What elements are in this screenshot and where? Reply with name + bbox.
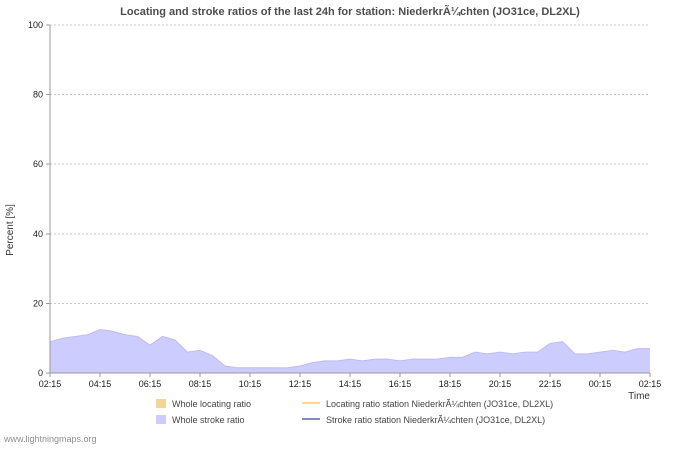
y-tick-label: 60 <box>33 159 43 169</box>
x-tick-label: 06:15 <box>139 379 162 389</box>
x-tick-label: 04:15 <box>89 379 112 389</box>
legend-label-whole-stroke-ratio: Whole stroke ratio <box>172 415 245 425</box>
x-axis-label: Time <box>628 391 650 402</box>
series <box>49 328 650 373</box>
legend-label-locating-ratio-station: Locating ratio station NiederkrÃ¼chten (… <box>326 399 553 409</box>
x-tick-label: 10:15 <box>239 379 262 389</box>
x-tick-label: 20:15 <box>489 379 512 389</box>
x-tick-label: 02:15 <box>39 379 62 389</box>
legend-label-whole-locating-ratio: Whole locating ratio <box>172 399 251 409</box>
gridlines <box>50 24 650 304</box>
x-tick-label: 02:15 <box>639 379 662 389</box>
legend-label-stroke-ratio-station: Stroke ratio station NiederkrÃ¼chten (JO… <box>326 415 545 425</box>
y-tick-label: 0 <box>38 368 43 378</box>
x-tick-label: 08:15 <box>189 379 212 389</box>
x-tick-label: 16:15 <box>389 379 412 389</box>
area-series-edge <box>49 328 650 369</box>
y-tick-label: 80 <box>33 90 43 100</box>
x-tick-label: 12:15 <box>289 379 312 389</box>
watermark-text: www.lightningmaps.org <box>3 434 97 444</box>
legend-swatch-whole-locating-ratio <box>156 399 166 408</box>
x-tick-label: 22:15 <box>539 379 562 389</box>
y-tick-label: 20 <box>33 298 43 308</box>
y-tick-label: 40 <box>33 229 43 239</box>
chart-title: Locating and stroke ratios of the last 2… <box>120 5 580 18</box>
y-tick-label: 100 <box>28 20 43 30</box>
legend: Whole locating ratio Whole stroke ratio … <box>156 399 553 425</box>
x-axis-ticks: 02:15 04:15 06:15 08:15 10:15 12:15 14:15 16:15… <box>39 373 662 389</box>
x-tick-label: 00:15 <box>589 379 612 389</box>
y-axis-ticks: 0 20 40 60 80 100 <box>28 20 50 378</box>
legend-swatch-whole-stroke-ratio <box>156 415 166 424</box>
x-tick-label: 14:15 <box>339 379 362 389</box>
y-axis-label: Percent [%] <box>5 204 16 256</box>
x-tick-label: 18:15 <box>439 379 462 389</box>
area-series-whole-stroke-ratio <box>50 329 650 373</box>
